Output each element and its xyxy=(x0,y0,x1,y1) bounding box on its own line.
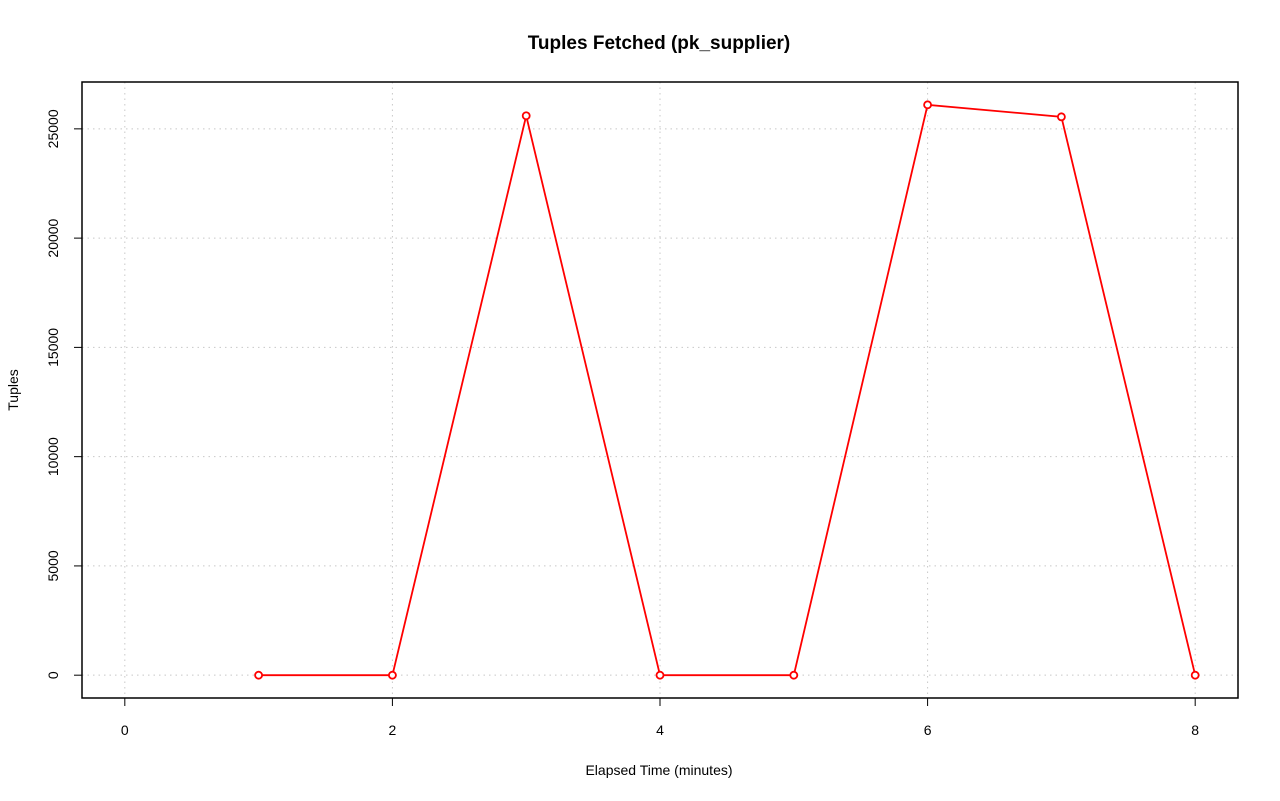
data-point xyxy=(521,111,531,121)
x-tick-label: 0 xyxy=(121,722,129,738)
plot-area xyxy=(254,100,1200,680)
y-tick-label: 25000 xyxy=(45,109,61,148)
data-point xyxy=(1056,112,1066,122)
chart-title: Tuples Fetched (pk_supplier) xyxy=(528,33,791,54)
data-point xyxy=(923,100,932,110)
data-point xyxy=(388,670,397,680)
x-tick-label: 8 xyxy=(1191,722,1199,738)
y-tick-label: 20000 xyxy=(45,218,61,257)
x-tick-label: 2 xyxy=(389,722,397,738)
data-point xyxy=(254,670,264,680)
y-tick-label: 10000 xyxy=(45,437,61,476)
y-axis-label: Tuples xyxy=(5,369,21,411)
series-line xyxy=(258,103,1197,677)
x-tick-label: 4 xyxy=(656,722,664,738)
data-point xyxy=(789,670,799,680)
y-tick-label: 15000 xyxy=(45,328,61,367)
data-point xyxy=(1190,670,1200,680)
y-tick-label: 5000 xyxy=(45,550,61,581)
x-tick-label: 6 xyxy=(924,722,932,738)
data-point xyxy=(655,670,665,680)
x-axis-label: Elapsed Time (minutes) xyxy=(585,762,732,778)
y-tick-label: 0 xyxy=(45,671,61,679)
